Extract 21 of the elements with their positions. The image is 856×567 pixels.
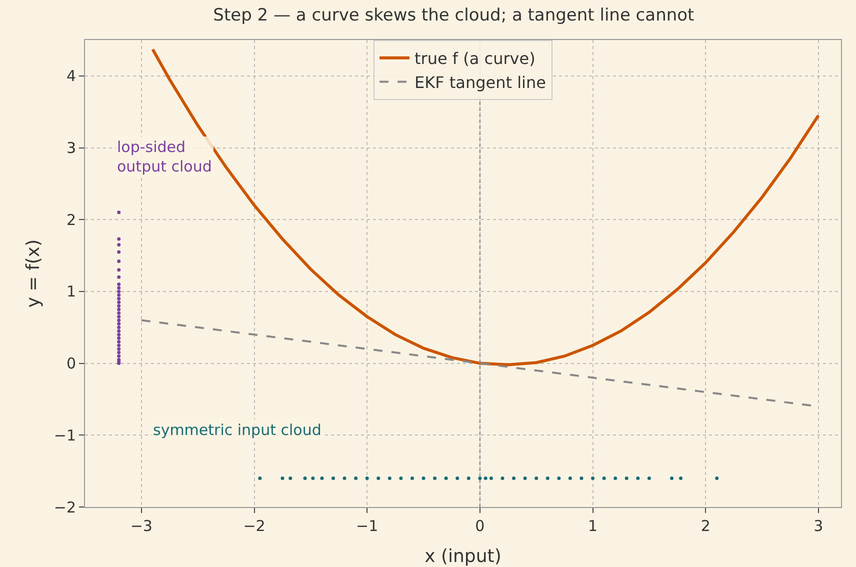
y-tick-label: −1 <box>54 426 76 444</box>
x-axis-title: x (input) <box>424 546 502 567</box>
y-tick-label: 3 <box>66 139 76 158</box>
x-tick-label: 0 <box>475 517 485 535</box>
x-tick-label: 2 <box>700 517 710 535</box>
x-tick-label: −2 <box>243 517 266 535</box>
y-tick-label: 2 <box>66 210 76 229</box>
legend-label: EKF tangent line <box>414 72 546 92</box>
annotation: lop-sided output cloud <box>117 138 212 176</box>
y-tick-label: 4 <box>66 67 76 86</box>
y-tick-label: 0 <box>66 354 76 373</box>
annotation: symmetric input cloud <box>153 421 322 439</box>
x-tick-label: 1 <box>588 517 598 535</box>
y-axis-title: y = f(x) <box>23 239 44 308</box>
legend-label: true f (a curve) <box>414 49 536 68</box>
x-tick-label: 3 <box>814 517 824 535</box>
x-tick-label: −3 <box>130 517 152 535</box>
y-tick-label: 1 <box>66 282 76 301</box>
x-tick-label: −1 <box>356 517 378 535</box>
y-tick-label: −2 <box>54 498 76 516</box>
chart-title: Step 2 — a curve skews the cloud; a tangent line cannot <box>213 5 695 26</box>
